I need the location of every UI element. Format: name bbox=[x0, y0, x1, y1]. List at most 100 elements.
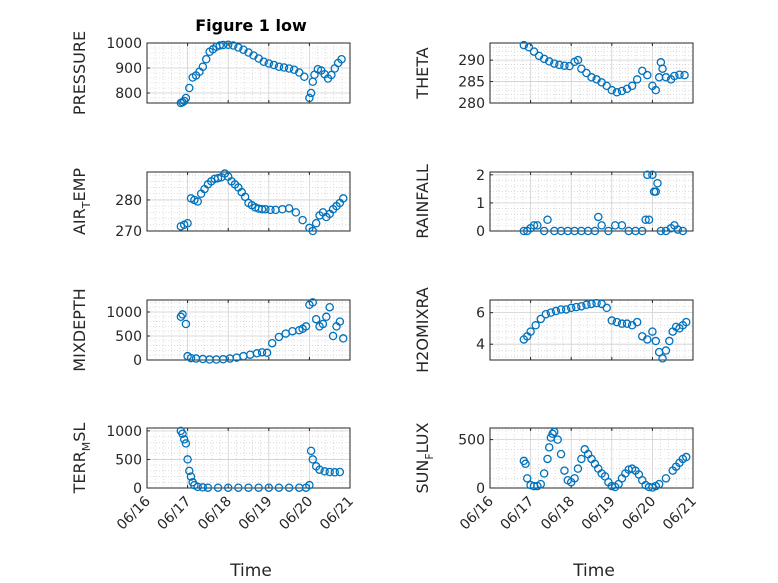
data-point bbox=[548, 429, 557, 439]
data-point bbox=[594, 212, 603, 222]
data-point bbox=[308, 77, 318, 87]
data-point bbox=[320, 467, 329, 476]
data-point bbox=[638, 66, 647, 76]
data-point bbox=[267, 338, 277, 348]
data-point bbox=[526, 327, 535, 336]
data-point bbox=[604, 226, 613, 236]
y-tick-label: 0 bbox=[133, 353, 142, 369]
data-point bbox=[651, 187, 661, 196]
data-point bbox=[244, 483, 253, 492]
y-axis-label: H2OMIXRA bbox=[413, 287, 432, 373]
data-point bbox=[218, 40, 228, 50]
data-point bbox=[550, 59, 559, 68]
y-axis-label: SUNFLUX bbox=[413, 422, 436, 493]
y-axis-label: MIXDEPTH bbox=[70, 288, 89, 371]
y-tick-label: 280 bbox=[115, 193, 142, 209]
data-point bbox=[284, 204, 294, 213]
data-point bbox=[529, 47, 539, 56]
data-point bbox=[252, 349, 262, 358]
subplot-h2omixra: 4 6 H2OMIXRA bbox=[413, 287, 694, 373]
data-point bbox=[678, 226, 688, 236]
data-point bbox=[590, 226, 600, 236]
data-point bbox=[519, 40, 529, 50]
data-point bbox=[651, 336, 661, 346]
x-tick-label: 06/20 bbox=[619, 494, 659, 534]
data-point bbox=[653, 178, 662, 188]
data-point bbox=[572, 302, 581, 312]
data-point bbox=[592, 298, 601, 308]
axes-box bbox=[489, 171, 694, 232]
data-point bbox=[541, 309, 551, 319]
data-point bbox=[335, 317, 345, 326]
data-point bbox=[274, 62, 284, 72]
data-point bbox=[533, 221, 542, 230]
x-tick-label: 06/19 bbox=[236, 494, 276, 534]
y-tick-label: 1000 bbox=[106, 305, 142, 321]
data-point bbox=[306, 88, 316, 98]
subplot-terr: 0 500 1000 TERRMSL 06/16 06/17 06/18 06/19 06/20… bbox=[70, 423, 357, 534]
data-point bbox=[546, 308, 556, 317]
data-point bbox=[274, 483, 284, 492]
data-point bbox=[234, 483, 243, 492]
data-point bbox=[531, 321, 540, 330]
y-tick-label: 800 bbox=[115, 86, 142, 102]
data-point bbox=[291, 208, 301, 217]
data-point bbox=[607, 316, 617, 325]
y-tick-label: 280 bbox=[458, 96, 485, 112]
data-point bbox=[622, 319, 632, 328]
data-point bbox=[582, 300, 591, 309]
data-point bbox=[300, 72, 309, 82]
x-tick-label: 06/19 bbox=[579, 494, 619, 534]
data-point bbox=[587, 299, 596, 309]
data-point bbox=[632, 317, 642, 327]
data-point bbox=[553, 435, 562, 444]
y-tick-label: 900 bbox=[115, 61, 142, 77]
x-tick-label: 06/17 bbox=[498, 494, 538, 534]
data-point bbox=[284, 64, 294, 73]
data-point bbox=[218, 355, 228, 364]
y-tick-label: 0 bbox=[476, 481, 485, 497]
data-point bbox=[284, 483, 294, 492]
data-point bbox=[539, 54, 549, 64]
data-point bbox=[198, 483, 208, 492]
data-point bbox=[560, 466, 569, 475]
data-point bbox=[524, 43, 534, 52]
y-tick-label: 6 bbox=[476, 306, 485, 322]
data-point bbox=[325, 302, 334, 312]
data-point bbox=[322, 312, 331, 322]
x-tick-label: 06/17 bbox=[155, 494, 195, 534]
data-point bbox=[306, 446, 316, 456]
data-point bbox=[279, 63, 289, 72]
data-point bbox=[661, 73, 671, 82]
data-point bbox=[560, 61, 569, 70]
axes-box bbox=[146, 171, 351, 232]
data-point bbox=[223, 483, 233, 492]
subplot-sun: 0 500 SUNFLUX 06/16 06/17 06/18 06/19 06/20 06/2… bbox=[413, 422, 700, 533]
data-point bbox=[680, 70, 689, 80]
data-point bbox=[311, 218, 321, 228]
data-point bbox=[264, 59, 274, 68]
data-point bbox=[612, 317, 622, 327]
data-point bbox=[176, 312, 186, 322]
data-point bbox=[607, 85, 617, 95]
data-point bbox=[203, 483, 213, 492]
data-point bbox=[556, 305, 566, 314]
data-point bbox=[544, 57, 554, 66]
subplot-mixdepth: 0 500 1000 MIXDEPTH bbox=[70, 288, 351, 372]
data-point bbox=[602, 81, 611, 91]
data-point bbox=[643, 70, 652, 80]
subplot-theta: 280 285 290 THETA bbox=[413, 40, 694, 112]
data-point bbox=[638, 226, 647, 236]
y-tick-label: 500 bbox=[115, 452, 142, 468]
x-tick-label: 06/16 bbox=[114, 493, 154, 533]
data-point bbox=[577, 454, 586, 464]
data-point bbox=[665, 336, 674, 346]
data-point bbox=[539, 226, 549, 236]
data-point bbox=[536, 314, 546, 324]
data-point bbox=[651, 85, 661, 95]
data-point bbox=[617, 221, 627, 230]
data-point bbox=[648, 170, 657, 180]
data-point bbox=[643, 170, 652, 180]
x-tick-label: 06/16 bbox=[457, 493, 497, 533]
